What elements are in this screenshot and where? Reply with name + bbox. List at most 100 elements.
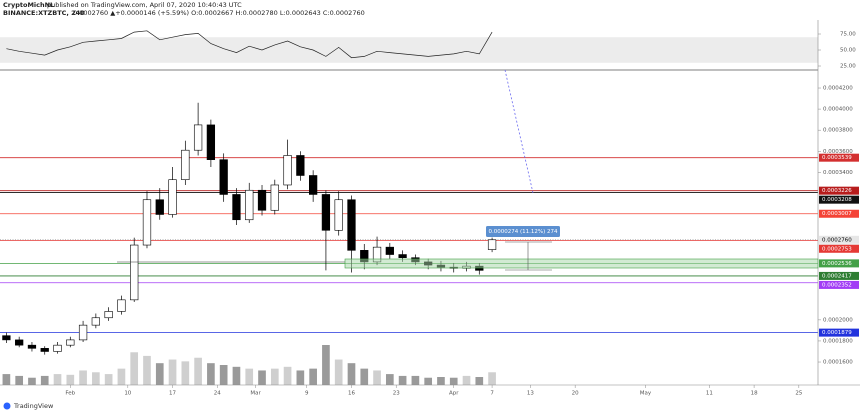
level-label: 0.0002417 — [822, 273, 852, 279]
candle-body — [296, 155, 305, 176]
volume-bar — [283, 366, 292, 385]
y-tick-label: 0.0002000 — [823, 317, 853, 323]
level-label-box — [819, 328, 859, 337]
candle-body — [142, 199, 152, 246]
candle-body — [27, 344, 37, 349]
candle-body — [398, 254, 407, 258]
author: CryptoMichNL — [3, 1, 54, 9]
volume-bar — [181, 361, 190, 385]
measure-box — [486, 226, 560, 237]
level-label: 0.0003226 — [822, 188, 852, 194]
candle-body — [117, 299, 126, 312]
volume-bar — [347, 363, 356, 385]
published: published on TradingView.com, April 07, … — [47, 1, 242, 9]
level-label: 0.0003208 — [822, 197, 852, 203]
level-label-box — [819, 186, 859, 195]
candle-body — [15, 339, 24, 346]
volume-bar — [309, 368, 317, 385]
level-label: 0.0002760 — [822, 237, 852, 243]
candle-body — [181, 149, 190, 181]
candle-body — [309, 175, 318, 195]
level-label: 0.0003539 — [822, 155, 852, 161]
level-label-box — [819, 209, 859, 218]
candle-body — [385, 246, 394, 255]
level-label: 0.0002536 — [822, 261, 852, 267]
trend-line — [504, 69, 534, 194]
volume-bar — [66, 374, 75, 385]
volume-bar — [2, 374, 11, 385]
candle-body — [193, 124, 203, 151]
volume-bar — [488, 372, 496, 385]
volume-bar — [155, 363, 164, 385]
x-tick-label: Feb — [65, 391, 75, 397]
y-tick-label: 0.0004200 — [823, 86, 853, 92]
candle-body — [487, 239, 497, 250]
volume-bar — [219, 365, 228, 385]
candle-body — [347, 199, 356, 251]
measure-label: 0.0000274 (11.12%) 274 — [489, 229, 559, 235]
volume-bar — [53, 374, 62, 385]
level-label-box — [819, 271, 859, 280]
measure-tool — [505, 241, 552, 271]
x-tick-label: 18 — [751, 391, 758, 397]
x-tick-label: 7 — [490, 391, 494, 397]
x-tick-label: 20 — [572, 391, 579, 397]
x-tick-label: 13 — [527, 391, 534, 397]
volume-bar — [117, 368, 126, 385]
x-tick-label: May — [640, 391, 652, 397]
volume-bar — [385, 374, 394, 385]
level-label-box — [819, 235, 859, 244]
rsi-band — [0, 37, 818, 63]
logo-text: TradingView — [13, 402, 54, 410]
volume-bar — [398, 375, 407, 385]
candle-body — [168, 179, 177, 215]
volume-bar — [296, 370, 305, 385]
candle-body — [321, 194, 331, 231]
level-label-box — [819, 259, 859, 268]
candle-body — [91, 317, 100, 326]
volume-bar — [373, 370, 381, 385]
level-label: 0.0002352 — [822, 282, 852, 288]
level-label-box — [819, 153, 859, 162]
y-tick-label: 0.0003600 — [823, 149, 853, 155]
level-label: 0.0003007 — [822, 211, 852, 217]
rsi-tick-label: 25.00 — [840, 64, 856, 70]
candle-body — [53, 344, 62, 352]
rsi-tick-label: 50.00 — [840, 48, 856, 54]
candle-body — [78, 324, 88, 341]
volume-bar — [143, 355, 151, 385]
candle-body — [283, 155, 292, 186]
volume-bar — [475, 377, 484, 385]
rsi-line — [6, 30, 493, 59]
candle-body — [257, 189, 267, 211]
volume-bar — [194, 357, 202, 385]
candle-body — [104, 311, 113, 319]
volume-bar — [15, 375, 24, 385]
candle-body — [270, 184, 279, 211]
volume-bar — [270, 368, 279, 385]
x-tick-label: 25 — [795, 391, 802, 397]
x-tick-label: 16 — [348, 391, 355, 397]
volume-bar — [232, 366, 241, 385]
volume-bar — [130, 352, 139, 385]
volume-bar — [104, 374, 113, 385]
volume-bar — [207, 363, 215, 385]
volume-bar — [79, 370, 87, 385]
candle-body — [206, 124, 216, 160]
y-tick-label: 0.0001800 — [823, 338, 853, 344]
x-tick-label: 9 — [305, 391, 309, 397]
volume-bar — [449, 377, 458, 385]
symbol: BINANCE:XTZBTC, 240 — [3, 9, 85, 17]
y-tick-label: 0.0003800 — [823, 128, 853, 134]
quote: 0.0002760 ▲+0.0000146 (+5.59%) O:0.00026… — [73, 9, 365, 17]
candle-body — [232, 194, 241, 221]
volume-bar — [424, 377, 433, 385]
level-label: 0.0002753 — [822, 246, 852, 252]
x-tick-label: 10 — [124, 391, 131, 397]
candle-body — [219, 159, 228, 195]
volume-bar — [40, 375, 49, 385]
rsi-tick-label: 75.00 — [840, 32, 856, 38]
volume-bar — [334, 359, 343, 385]
x-tick-label: 11 — [706, 391, 713, 397]
